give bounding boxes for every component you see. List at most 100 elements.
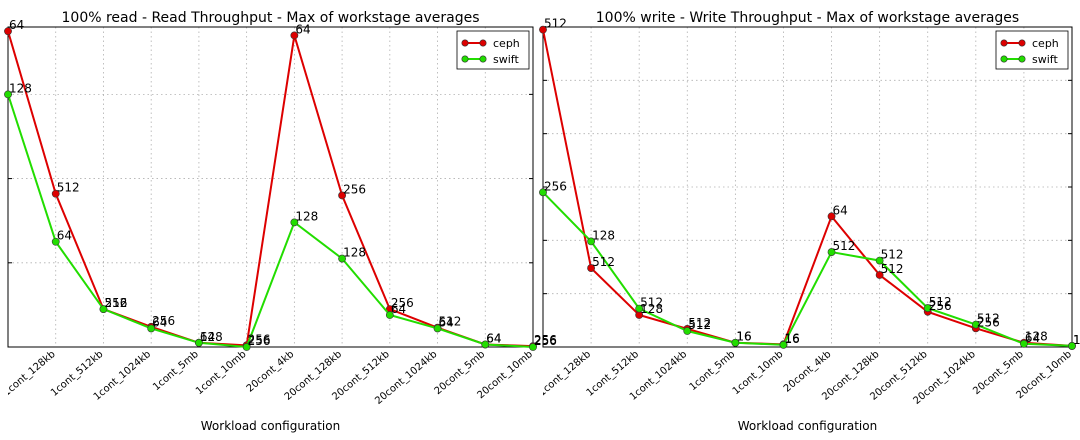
data-label: 64 — [57, 229, 72, 243]
data-label: 512 — [439, 315, 462, 329]
legend-marker — [1018, 55, 1026, 63]
data-point — [147, 324, 156, 333]
data-point — [1020, 339, 1028, 348]
data-point — [51, 189, 60, 198]
data-point — [923, 304, 932, 312]
data-point — [875, 256, 884, 265]
plot-frame — [7, 26, 534, 348]
data-label: 512 — [929, 295, 952, 309]
data-point — [539, 188, 547, 197]
data-point — [971, 320, 980, 329]
legend-marker — [1000, 55, 1008, 63]
data-label: 256 — [248, 332, 271, 346]
data-point — [4, 90, 12, 99]
legend-box — [995, 30, 1069, 70]
data-label: 256 — [534, 333, 557, 347]
data-label: 512 — [977, 312, 1000, 326]
data-point — [290, 31, 299, 40]
data-label: 16 — [784, 332, 799, 346]
x-tick-label: 1cont_5mb — [151, 349, 201, 393]
data-label: 512 — [881, 262, 904, 276]
data-label: 256 — [248, 334, 271, 348]
legend-box — [456, 30, 530, 70]
legend-marker — [461, 55, 469, 63]
data-point — [827, 248, 836, 256]
series-line-swift — [7, 94, 534, 349]
chart-1: 100% read - Read Throughput - Max of wor… — [4, 10, 557, 433]
data-point — [4, 27, 12, 36]
data-point — [539, 25, 547, 34]
series-swift — [539, 188, 1076, 350]
series-line-ceph — [7, 30, 534, 348]
legend-marker — [461, 39, 469, 47]
data-point — [385, 311, 394, 319]
series-swift — [4, 90, 537, 351]
legend-label: swift — [1032, 53, 1058, 66]
data-label: 256 — [929, 299, 952, 313]
data-label: 256 — [544, 179, 567, 193]
legend-marker — [1000, 39, 1008, 47]
data-point — [195, 338, 203, 347]
data-point — [587, 237, 595, 246]
data-label: 64 — [439, 315, 454, 329]
data-label: 512 — [104, 296, 127, 310]
x-tick-label: 1cont_10mb — [194, 349, 249, 397]
data-label: 64 — [486, 331, 501, 345]
data-label: 256 — [391, 296, 414, 310]
data-label: 512 — [881, 248, 904, 262]
series-line-swift — [542, 191, 1073, 347]
data-point — [587, 264, 595, 272]
x-tick-labels: 1cont_4kb1cont_128kb1cont_512kb1cont_102… — [8, 349, 535, 407]
data-label: 256 — [977, 315, 1000, 329]
data-label: 512 — [592, 255, 615, 269]
legend-marker — [479, 39, 487, 47]
x-tick-label: 20cont_4kb — [782, 349, 834, 395]
data-label: 64 — [391, 302, 406, 316]
data-label: 512 — [833, 239, 856, 253]
chart-title: 100% write - Write Throughput - Max of w… — [596, 10, 1019, 26]
data-label: 64 — [1025, 331, 1040, 345]
data-label: 64 — [833, 203, 848, 217]
series-line-ceph — [542, 29, 1073, 347]
data-point — [338, 191, 346, 200]
data-point — [779, 340, 788, 349]
data-point — [481, 340, 490, 349]
data-point — [1068, 342, 1076, 350]
data-point — [683, 327, 692, 335]
x-tick-labels: 1cont_4kb1cont_128kb1cont_512kb1cont_102… — [543, 349, 1074, 407]
legend: ceph swift — [995, 30, 1069, 70]
data-label: 512 — [57, 181, 80, 195]
data-label: 64 — [486, 331, 501, 345]
legend: ceph swift — [456, 30, 530, 70]
data-label: 128 — [200, 330, 223, 344]
data-label: 16 — [1073, 333, 1080, 347]
x-tick-label: 1cont_5mb — [688, 349, 738, 393]
legend-label: ceph — [1032, 37, 1059, 50]
chart-2: 100% write - Write Throughput - Max of w… — [539, 10, 1080, 433]
data-label: 64 — [200, 330, 215, 344]
data-label: 64 — [9, 18, 24, 32]
legend-marker — [479, 55, 487, 63]
data-label: 16 — [784, 331, 799, 345]
legend-label: swift — [493, 53, 519, 66]
legend-label: ceph — [493, 37, 520, 50]
x-tick-label: 1cont_10mb — [731, 349, 786, 397]
series-ceph — [4, 27, 537, 351]
data-label: 512 — [544, 17, 567, 31]
data-label: 256 — [343, 182, 366, 196]
data-label: 64 — [152, 315, 167, 329]
data-label: 512 — [688, 316, 711, 330]
data-point — [635, 304, 644, 313]
data-label: 256 — [104, 296, 127, 310]
data-point — [338, 254, 346, 263]
data-label: 128 — [640, 302, 663, 316]
chart-title: 100% read - Read Throughput - Max of wor… — [62, 10, 480, 26]
data-label: 512 — [640, 296, 663, 310]
data-label: 16 — [736, 330, 751, 344]
data-point — [731, 338, 740, 347]
data-label: 256 — [152, 314, 175, 328]
data-label: 128 — [1025, 330, 1048, 344]
legend-marker — [1018, 39, 1026, 47]
x-axis-label: Workload configuration — [738, 419, 877, 433]
